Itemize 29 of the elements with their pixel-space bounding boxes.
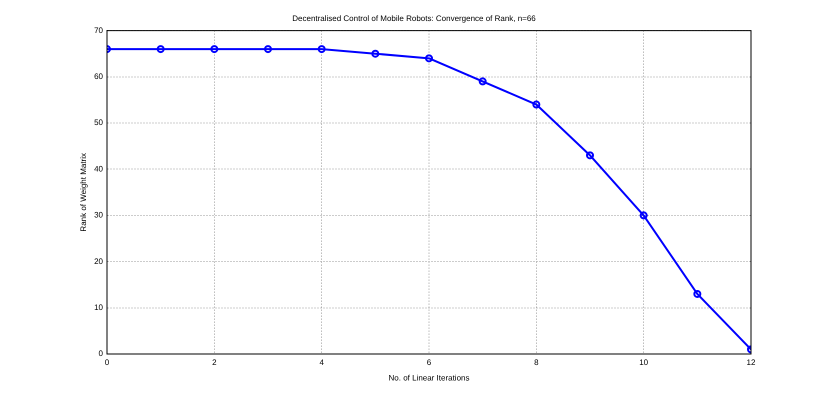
x-tick-label: 0 [104, 358, 110, 368]
y-tick-label: 70 [94, 26, 104, 35]
x-tick-label: 10 [639, 358, 649, 368]
point [586, 151, 594, 160]
point [640, 211, 648, 220]
x-tick-label: 8 [534, 358, 540, 368]
y-tick-label: 30 [94, 210, 104, 220]
point [318, 45, 326, 54]
point [156, 45, 165, 54]
chart-title: Decentralised Control of Mobile Robots: Convergence of Rank, n=66 [292, 14, 536, 24]
point [264, 45, 272, 54]
point [693, 290, 702, 298]
point [425, 54, 433, 62]
y-tick-label: 20 [94, 256, 104, 266]
y-tick-label: 10 [94, 303, 104, 312]
x-axis-title: No. of Linear Iterations [388, 373, 470, 382]
x-tick-label: 2 [212, 358, 218, 368]
point [532, 100, 540, 109]
x-tick-label: 12 [746, 358, 756, 368]
y-tick-label: 50 [94, 118, 104, 128]
y-tick-label: 40 [94, 164, 104, 174]
y-tick-label: 60 [94, 72, 104, 82]
x-tick-label: 6 [426, 358, 432, 368]
point [371, 50, 380, 58]
x-tick-label: 4 [319, 358, 324, 368]
y-axis-title: Rank of Weight Matrix [79, 153, 88, 232]
y-tick-label: 0 [98, 349, 104, 358]
point [478, 77, 487, 86]
point [210, 45, 218, 54]
